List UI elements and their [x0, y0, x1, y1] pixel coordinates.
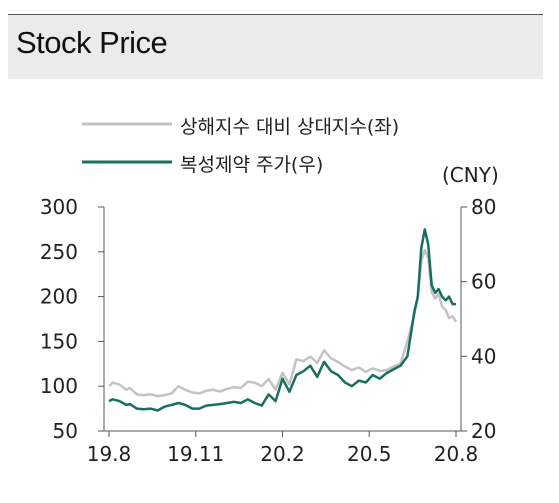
left-tick-label: 100	[40, 374, 78, 398]
left-tick-label: 200	[40, 285, 78, 309]
left-axis-ticks: 300 250 200 150 100 50	[40, 195, 104, 443]
left-tick-label: 300	[40, 195, 78, 219]
page-title: Stock Price	[16, 25, 168, 60]
left-tick-label: 250	[40, 240, 78, 264]
x-tick-label: 20.8	[434, 442, 479, 466]
legend: 상해지수 대비 상대지수(좌) 복성제약 주가(우)	[82, 116, 399, 176]
series-line-stock-price	[108, 228, 456, 412]
legend-label-stock-price: 복성제약 주가(우)	[180, 154, 323, 176]
left-tick-label: 150	[40, 329, 78, 353]
left-tick-label: 50	[53, 419, 78, 443]
x-tick-label: 19.8	[87, 442, 132, 466]
x-tick-label: 20.2	[260, 442, 305, 466]
x-axis-ticks: 19.8 19.11 20.2 20.5 20.8	[87, 431, 479, 466]
right-axis-unit: (CNY)	[442, 163, 499, 187]
right-tick-label: 40	[471, 344, 496, 368]
right-tick-label: 60	[471, 270, 496, 294]
x-tick-label: 20.5	[347, 442, 392, 466]
x-tick-label: 19.11	[167, 442, 224, 466]
series-layer	[108, 228, 458, 412]
right-axis-ticks: 80 60 40 20	[461, 195, 496, 443]
series-line-relative-index	[108, 248, 458, 398]
right-tick-label: 80	[471, 195, 496, 219]
legend-label-relative-index: 상해지수 대비 상대지수(좌)	[180, 116, 399, 138]
title-bar: Stock Price	[8, 14, 543, 79]
right-tick-label: 20	[471, 419, 496, 443]
